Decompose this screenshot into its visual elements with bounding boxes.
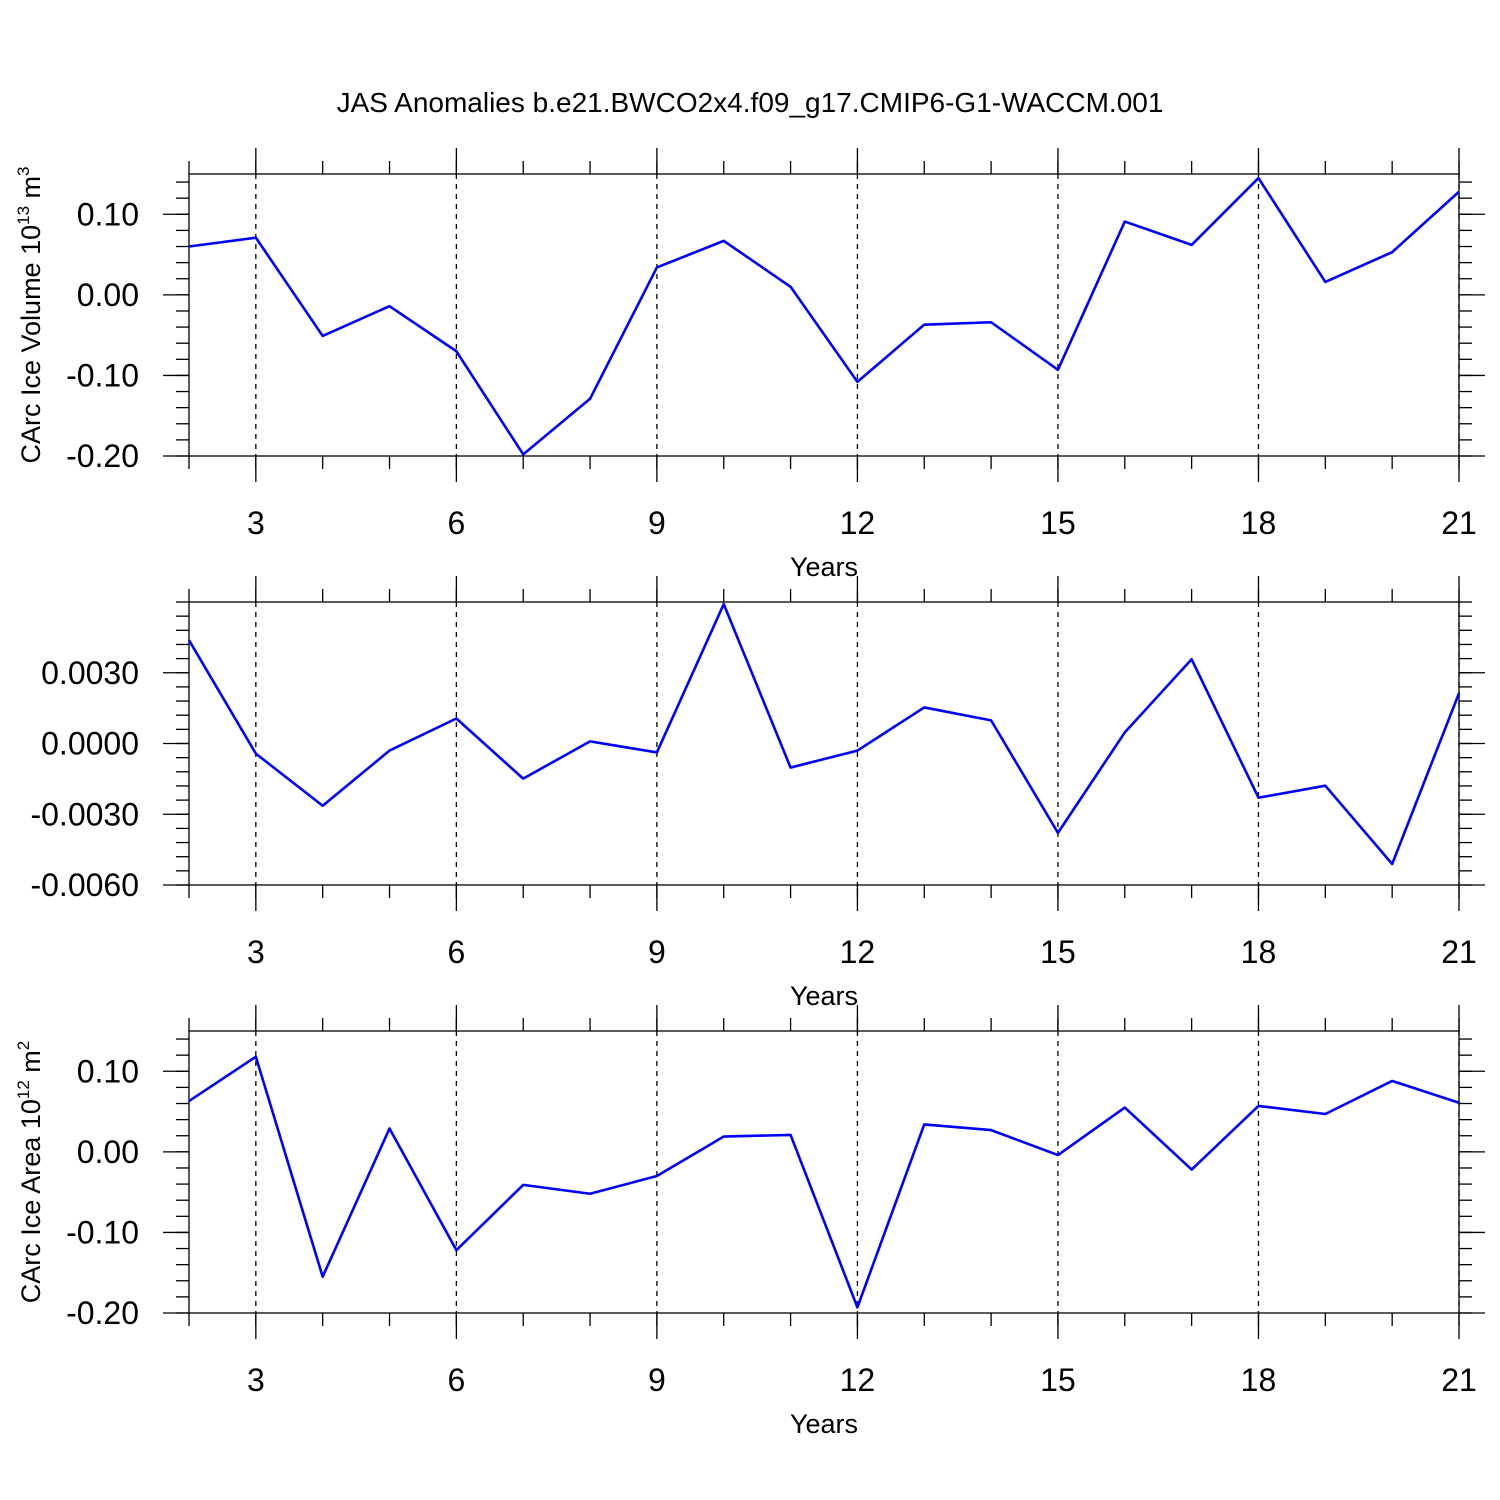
- plot-frame: [188, 601, 1460, 886]
- y-axis-label-unit: m: [16, 176, 46, 206]
- y-tick-label: 0.0030: [41, 655, 139, 691]
- x-tick-label: 15: [1040, 505, 1076, 541]
- x-tick-label: 3: [247, 934, 265, 970]
- y-axis-label: CArc Snow Volume 1013 m3: [0, 579, 2, 908]
- x-tick-label: 18: [1241, 1362, 1277, 1398]
- y-tick-label: 0.0000: [41, 726, 139, 762]
- x-tick-label: 9: [648, 505, 666, 541]
- x-axis-label: Years: [790, 552, 858, 582]
- x-axis-label: Years: [790, 981, 858, 1011]
- x-tick-label: 3: [247, 1362, 265, 1398]
- x-tick-label: 9: [648, 934, 666, 970]
- y-axis-label-exponent: 12: [14, 1080, 33, 1099]
- y-axis-label-unit: m: [0, 589, 2, 619]
- y-axis-label: CArc Ice Area 1012 m2: [14, 1041, 46, 1304]
- plot-frame: [188, 1030, 1460, 1314]
- x-tick-label: 21: [1441, 934, 1477, 970]
- x-tick-label: 9: [648, 1362, 666, 1398]
- y-tick-label: -0.0030: [30, 796, 139, 832]
- x-tick-label: 12: [840, 505, 876, 541]
- plot-frame: [188, 173, 1460, 457]
- y-tick-label: -0.0060: [30, 867, 139, 903]
- data-line: [188, 176, 1460, 456]
- y-axis-label-text: CArc Ice Volume 10: [16, 225, 46, 464]
- y-tick-label: -0.10: [66, 357, 139, 393]
- y-tick-label: 0.00: [77, 1134, 139, 1170]
- data-line: [188, 1055, 1460, 1309]
- y-tick-label: 0.00: [77, 277, 139, 313]
- x-tick-label: 6: [447, 505, 465, 541]
- y-axis-label-unit-exponent: 3: [14, 166, 33, 175]
- figure-title: JAS Anomalies b.e21.BWCO2x4.f09_g17.CMIP…: [337, 87, 1164, 118]
- y-axis-label: CArc Ice Volume 1013 m3: [14, 166, 46, 463]
- x-tick-label: 21: [1441, 505, 1477, 541]
- x-tick-label: 12: [840, 934, 876, 970]
- x-tick-label: 6: [447, 934, 465, 970]
- x-tick-label: 15: [1040, 1362, 1076, 1398]
- x-axis-label: Years: [790, 1409, 858, 1439]
- y-axis-label-exponent: 13: [14, 206, 33, 225]
- x-tick-label: 18: [1241, 934, 1277, 970]
- y-tick-label: -0.20: [66, 1295, 139, 1331]
- data-line: [187, 602, 1461, 866]
- y-axis-label-unit: m: [16, 1050, 46, 1080]
- x-tick-label: 12: [840, 1362, 876, 1398]
- y-tick-label: 0.10: [77, 196, 139, 232]
- y-axis-label-unit-exponent: 2: [14, 1041, 33, 1050]
- y-tick-label: 0.10: [77, 1053, 139, 1089]
- x-tick-label: 21: [1441, 1362, 1477, 1398]
- y-tick-label: -0.10: [66, 1214, 139, 1250]
- x-tick-label: 6: [447, 1362, 465, 1398]
- x-tick-label: 18: [1241, 505, 1277, 541]
- x-tick-label: 15: [1040, 934, 1076, 970]
- y-axis-label-text: CArc Ice Area 10: [16, 1099, 46, 1303]
- y-axis-label-text: CArc Snow Volume 10: [0, 638, 2, 908]
- y-tick-label: -0.20: [66, 438, 139, 474]
- x-tick-label: 3: [247, 505, 265, 541]
